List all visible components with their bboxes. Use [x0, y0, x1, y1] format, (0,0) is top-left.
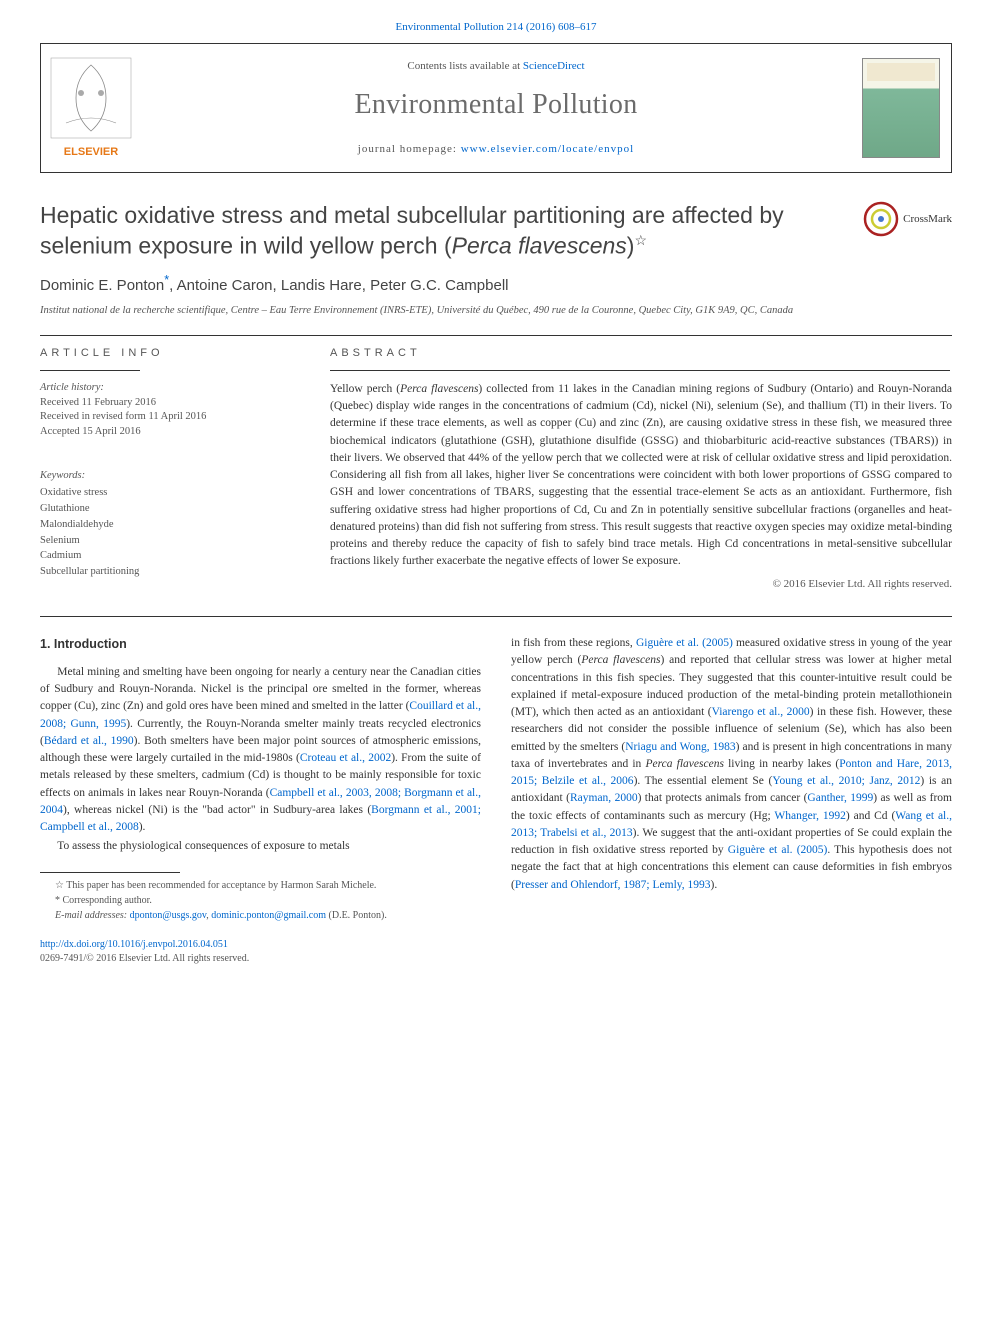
- citation-link[interactable]: Croteau et al., 2002: [300, 752, 391, 764]
- keyword-item: Malondialdehyde: [40, 519, 113, 530]
- date-revised: Received in revised form 11 April 2016: [40, 411, 206, 422]
- citation-link[interactable]: Presser and Ohlendorf, 1987; Lemly, 1993: [515, 879, 711, 891]
- affiliation: Institut national de la recherche scient…: [40, 304, 952, 318]
- homepage-link[interactable]: www.elsevier.com/locate/envpol: [461, 143, 634, 155]
- title-species: Perca flavescens: [452, 233, 627, 259]
- sciencedirect-link[interactable]: ScienceDirect: [523, 60, 585, 72]
- text-seg: ).: [711, 879, 718, 891]
- abstract-copyright: © 2016 Elsevier Ltd. All rights reserved…: [330, 577, 952, 592]
- divider-body: [40, 616, 952, 617]
- journal-cover-thumb: [851, 44, 951, 172]
- citation-link[interactable]: Bédard et al., 1990: [44, 735, 134, 747]
- crossmark-label: CrossMark: [903, 212, 952, 227]
- abstract-text: Yellow perch (Perca flavescens) collecte…: [330, 381, 952, 571]
- citation-link[interactable]: Giguère et al. (2005): [636, 637, 733, 649]
- intro-heading: 1. Introduction: [40, 635, 481, 654]
- text-seg: living in nearby lakes (: [724, 758, 839, 770]
- author-1: Dominic E. Ponton: [40, 277, 164, 294]
- citation-link[interactable]: Giguère et al. (2005): [728, 844, 828, 856]
- text-seg: ) and Cd (: [846, 810, 895, 822]
- doi-link[interactable]: http://dx.doi.org/10.1016/j.envpol.2016.…: [40, 939, 228, 950]
- abstract-column: ABSTRACT Yellow perch (Perca flavescens)…: [330, 346, 952, 592]
- homepage-line: journal homepage: www.elsevier.com/locat…: [151, 142, 841, 157]
- keyword-item: Glutathione: [40, 503, 90, 514]
- citation-link[interactable]: Viarengo et al., 2000: [712, 706, 810, 718]
- header-center: Contents lists available at ScienceDirec…: [141, 49, 851, 167]
- authors: Dominic E. Ponton*, Antoine Caron, Landi…: [40, 272, 952, 296]
- text-seg: ), whereas nickel (Ni) is the "bad actor…: [63, 804, 371, 816]
- text-seg: To assess the physiological consequences…: [57, 840, 349, 852]
- keyword-item: Oxidative stress: [40, 487, 107, 498]
- contents-line: Contents lists available at ScienceDirec…: [151, 59, 841, 74]
- article-info-column: ARTICLE INFO Article history: Received 1…: [40, 346, 290, 592]
- keyword-item: Cadmium: [40, 550, 81, 561]
- author-4: Peter G.C. Campbell: [370, 277, 508, 294]
- abstract-seg: Yellow perch (: [330, 383, 400, 395]
- footnote-email: E-mail addresses: dponton@usgs.gov, domi…: [40, 909, 481, 922]
- keyword-item: Selenium: [40, 535, 80, 546]
- citation-link[interactable]: Young et al., 2010; Janz, 2012: [772, 775, 920, 787]
- divider-top: [40, 335, 952, 336]
- history-label: Article history:: [40, 382, 104, 393]
- species-italic: Perca flavescens: [581, 654, 660, 666]
- email-link[interactable]: dponton@usgs.gov: [130, 910, 207, 921]
- text-seg: ) that protects animals from cancer (: [638, 792, 808, 804]
- journal-name: Environmental Pollution: [151, 85, 841, 124]
- species-italic: Perca flavescens: [645, 758, 723, 770]
- text-seg: (D.E. Ponton).: [326, 910, 387, 921]
- keywords-label: Keywords:: [40, 468, 290, 484]
- title-star-icon: ☆: [634, 232, 647, 248]
- abstract-label: ABSTRACT: [330, 346, 952, 361]
- abstract-species: Perca flavescens: [400, 383, 478, 395]
- svg-text:ELSEVIER: ELSEVIER: [64, 146, 118, 158]
- author-3: Landis Hare: [281, 277, 362, 294]
- footnote-recommended: ☆ This paper has been recommended for ac…: [40, 879, 481, 892]
- intro-para-2-cont: in fish from these regions, Giguère et a…: [511, 635, 952, 894]
- footnotes: [40, 872, 180, 879]
- article-title: Hepatic oxidative stress and metal subce…: [40, 201, 852, 261]
- citation-link[interactable]: Nriagu and Wong, 1983: [625, 741, 735, 753]
- article-history: Article history: Received 11 February 20…: [40, 381, 290, 440]
- text-seg: ).: [139, 821, 146, 833]
- page-footer: http://dx.doi.org/10.1016/j.envpol.2016.…: [40, 938, 952, 966]
- citation-link[interactable]: Rayman, 2000: [570, 792, 638, 804]
- corresponding-mark: *: [164, 273, 169, 287]
- elsevier-logo: ELSEVIER: [41, 44, 141, 172]
- intro-para-2-start: To assess the physiological consequences…: [40, 838, 481, 855]
- top-citation: Environmental Pollution 214 (2016) 608–6…: [40, 20, 952, 35]
- email-label: E-mail addresses:: [55, 910, 130, 921]
- info-row: ARTICLE INFO Article history: Received 1…: [40, 346, 952, 592]
- keywords-block: Keywords: Oxidative stress Glutathione M…: [40, 468, 290, 580]
- homepage-prefix: journal homepage:: [358, 143, 461, 155]
- text-seg: ). The essential element Se (: [634, 775, 773, 787]
- keyword-item: Subcellular partitioning: [40, 566, 139, 577]
- citation-link[interactable]: Whanger, 1992: [774, 810, 845, 822]
- text-seg: in fish from these regions,: [511, 637, 636, 649]
- abstract-seg: ) collected from 11 lakes in the Canadia…: [330, 383, 952, 568]
- date-received: Received 11 February 2016: [40, 397, 156, 408]
- article-info-label: ARTICLE INFO: [40, 346, 290, 361]
- title-main: Hepatic oxidative stress and metal subce…: [40, 202, 784, 259]
- citation-link[interactable]: Ganther, 1999: [807, 792, 873, 804]
- crossmark-badge[interactable]: CrossMark: [852, 201, 952, 237]
- issn-copyright: 0269-7491/© 2016 Elsevier Ltd. All right…: [40, 953, 249, 964]
- intro-para-1: Metal mining and smelting have been ongo…: [40, 664, 481, 837]
- journal-header: ELSEVIER Contents lists available at Sci…: [40, 43, 952, 173]
- footnote-corresponding: * Corresponding author.: [40, 894, 481, 907]
- contents-prefix: Contents lists available at: [407, 60, 522, 72]
- title-row: Hepatic oxidative stress and metal subce…: [40, 201, 952, 261]
- body-columns: 1. Introduction Metal mining and smeltin…: [40, 635, 952, 924]
- email-link[interactable]: dominic.ponton@gmail.com: [211, 910, 326, 921]
- author-2: Antoine Caron: [177, 277, 273, 294]
- date-accepted: Accepted 15 April 2016: [40, 426, 141, 437]
